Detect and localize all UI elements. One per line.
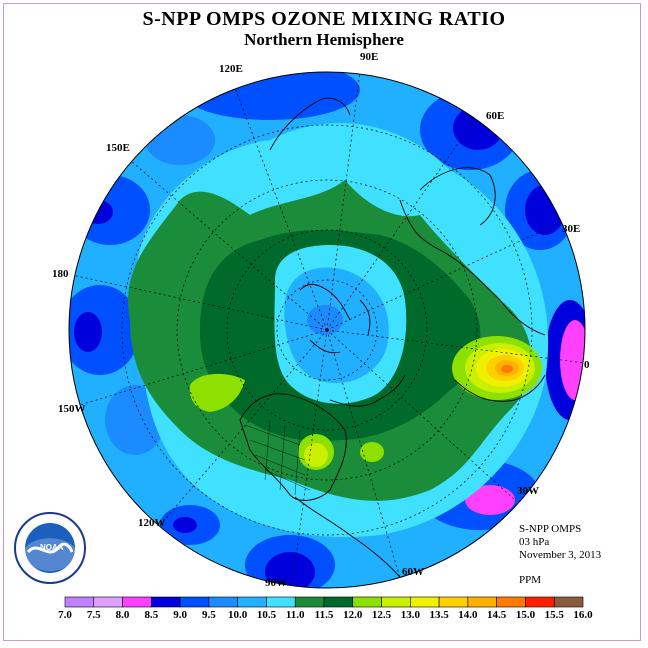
colorbar-tick-label: 13.5: [429, 609, 449, 621]
longitude-label-0: 0: [584, 359, 590, 371]
longitude-label-60w: 60W: [402, 566, 424, 578]
colorbar-tick-label: 14.5: [487, 609, 507, 621]
longitude-label-60e: 60E: [486, 110, 505, 122]
longitude-label-30e: 30E: [562, 223, 581, 235]
pressure-level-label: 03 hPa: [519, 536, 550, 548]
instrument-label: S-NPP OMPS: [519, 523, 582, 535]
longitude-label-30w: 30W: [517, 485, 539, 497]
map-title: S-NPP OMPS OZONE MIXING RATIO: [142, 8, 506, 30]
longitude-label-150e: 150E: [106, 142, 130, 154]
map-boundary: [68, 71, 586, 589]
colorbar-tick-label: 14.0: [458, 609, 478, 621]
colorbar-tick-label: 8.0: [115, 609, 130, 621]
noaa-logo-text: NOAA: [40, 543, 64, 552]
figure-frame: [3, 3, 641, 641]
colorbar-tick-label: 7.0: [58, 609, 72, 621]
colorbar-tick-label: 15.5: [544, 609, 564, 621]
colorbar-tick-label: 16.0: [573, 609, 593, 621]
colorbar-tick-label: 10.5: [256, 609, 277, 621]
longitude-label-120e: 120E: [219, 63, 243, 75]
colorbar-tick-label: 11.5: [314, 609, 334, 621]
map-subtitle: Northern Hemisphere: [244, 30, 404, 49]
colorbar-tick-label: 11.0: [285, 609, 305, 621]
colorbar-tick-label: 7.5: [86, 609, 101, 621]
colorbar-tick-label: 12.0: [343, 609, 363, 621]
colorbar-tick-label: 12.5: [371, 609, 392, 621]
graticule: [71, 72, 585, 587]
longitude-label-120w: 120W: [138, 517, 166, 529]
colorbar-tick-label: 9.0: [173, 609, 187, 621]
longitude-label-90e: 90E: [360, 51, 379, 63]
longitude-label-180: 180: [52, 268, 69, 280]
colorbar-tick-label: 9.5: [202, 609, 216, 621]
longitude-label-150w: 150W: [58, 403, 86, 415]
units-label: PPM: [519, 574, 542, 586]
colorbar-tick-label: 10.0: [228, 609, 248, 621]
colorbar-tick-label: 8.5: [144, 609, 159, 621]
date-label: November 3, 2013: [519, 549, 602, 561]
longitude-label-90w: 90W: [265, 577, 287, 589]
noaa-logo: [14, 512, 86, 584]
colorbar-tick-label: 15.0: [515, 609, 536, 621]
colorbar-tick-label: 13.0: [400, 609, 420, 621]
